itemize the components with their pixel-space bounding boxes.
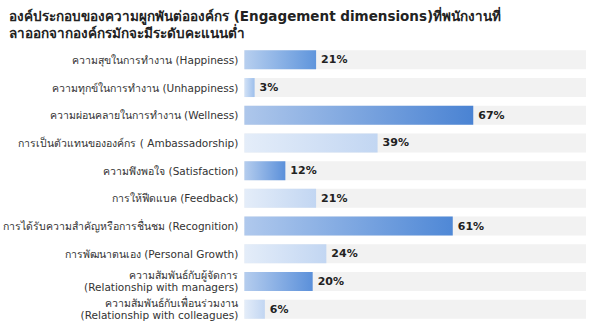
svg-text:(Relationship with colleagues): (Relationship with colleagues): [81, 309, 239, 321]
svg-text:องค์ประกอบของความผูกพันต่อองค์: องค์ประกอบของความผูกพันต่อองค์กร (Engage…: [9, 6, 501, 25]
svg-text:การได้รับความสำคัญหรือการชื่นช: การได้รับความสำคัญหรือการชื่นชม (Recogni…: [3, 219, 238, 233]
svg-text:6%: 6%: [270, 303, 289, 316]
svg-text:61%: 61%: [458, 220, 484, 233]
svg-text:ความพึงพอใจ (Satisfaction): ความพึงพอใจ (Satisfaction): [103, 165, 238, 177]
svg-text:การพัฒนาตนเอง (Personal Growth: การพัฒนาตนเอง (Personal Growth): [65, 248, 239, 260]
svg-text:ลาออกจากองค์กรมักจะมีระดับคะแน: ลาออกจากองค์กรมักจะมีระดับคะแนนต่ำ: [9, 23, 245, 41]
svg-text:21%: 21%: [321, 192, 347, 205]
svg-text:ความสุขในการทำงาน (Happiness): ความสุขในการทำงาน (Happiness): [72, 54, 238, 67]
svg-text:ความผ่อนคลายในการทำงาน (Wellne: ความผ่อนคลายในการทำงาน (Wellness): [50, 109, 239, 121]
svg-text:ความสัมพันธ์กับเพื่อนร่วมงาน: ความสัมพันธ์กับเพื่อนร่วมงาน: [105, 296, 238, 309]
svg-text:ความทุกข์ในการทำงาน (Unhappine: ความทุกข์ในการทำงาน (Unhappiness): [52, 82, 238, 95]
svg-text:21%: 21%: [321, 53, 347, 66]
svg-text:12%: 12%: [290, 164, 316, 177]
svg-text:ความสัมพันธ์กับผู้จัดการ: ความสัมพันธ์กับผู้จัดการ: [129, 269, 239, 282]
svg-text:การเป็นตัวแทนขององค์กร ( Ambas: การเป็นตัวแทนขององค์กร ( Ambassadorship): [18, 136, 238, 149]
svg-text:3%: 3%: [260, 81, 279, 94]
svg-text:20%: 20%: [318, 275, 344, 288]
svg-text:67%: 67%: [478, 109, 504, 122]
svg-text:39%: 39%: [383, 136, 409, 149]
svg-text:(Relationship with managers): (Relationship with managers): [84, 281, 238, 293]
svg-text:24%: 24%: [331, 247, 357, 260]
svg-text:การให้ฟีดแบค (Feedback): การให้ฟีดแบค (Feedback): [112, 192, 239, 204]
